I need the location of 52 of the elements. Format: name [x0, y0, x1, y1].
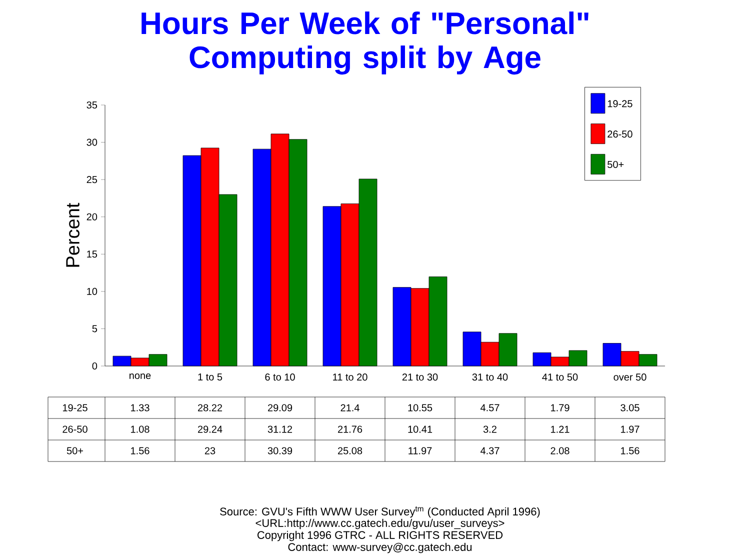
text: <URL:http://www.cc.gatech.edu/gvu/user_surveys>: [256, 518, 504, 529]
data-label: 3.2: [483, 425, 496, 433]
x-tick-label: 6 to 10: [265, 373, 295, 380]
y-tick-label: 35: [86, 101, 98, 108]
data-label: 1.33: [131, 404, 150, 412]
data-label: 21.76: [338, 425, 362, 433]
data-label: 1.08: [131, 425, 150, 433]
text: Copyright 1996 GTRC - ALL RIGHTS RESERVED: [257, 530, 503, 541]
x-tick-label: 11 to 20: [333, 373, 368, 380]
data-label: 1.21: [551, 426, 570, 433]
data-label: 1.56: [621, 446, 640, 454]
text: 19-25: [62, 404, 88, 412]
data-label: 21.4: [340, 404, 360, 412]
data-label: 1.79: [551, 404, 570, 412]
y-tick-label: 5: [92, 325, 98, 332]
data-label: 25.08: [338, 446, 362, 454]
data-label: 2.08: [550, 446, 570, 454]
legend-label: 26-50: [608, 130, 632, 138]
data-label: 29.09: [268, 404, 292, 412]
data-label: 29.24: [198, 425, 222, 433]
y-tick-label: 25: [86, 176, 98, 183]
x-tick-label: 41 to 50: [542, 373, 578, 380]
y-tick-label: 0: [92, 362, 98, 370]
data-label: 31.12: [268, 425, 292, 433]
data-label: 3.05: [620, 404, 640, 412]
y-tick-label: 15: [87, 250, 98, 258]
data-label: 11.97: [408, 446, 432, 454]
x-tick-label: 31 to 40: [472, 373, 508, 380]
source-note: Source: GVU's Fifth WWW User Survey$^{tm}$ (Conducted April 1996): [220, 506, 540, 518]
y-tick-label: 20: [86, 213, 98, 220]
data-label: 4.57: [480, 404, 500, 412]
data-label: 1.97: [621, 425, 640, 433]
legend-label: 50+: [608, 160, 624, 168]
chart-title: Hours Per Week of "Personal" Computing split by Age: [142, 11, 588, 74]
data-label: 23: [204, 446, 216, 454]
data-label: 4.37: [480, 446, 500, 454]
data-label: 10.41: [408, 425, 432, 433]
x-tick-label: none: [130, 373, 151, 379]
text: 50+: [66, 446, 83, 454]
y-axis-title: Percent: [66, 202, 80, 266]
data-label: 10.55: [408, 404, 432, 412]
text: 26-50: [62, 425, 88, 433]
legend-label: 19-25: [608, 100, 632, 108]
x-tick-label: 21 to 30: [402, 373, 438, 380]
x-tick-label: 1 to 5: [198, 373, 222, 380]
data-label: 30.39: [268, 446, 292, 454]
text: Contact: www-survey@cc.gatech.edu: [288, 542, 472, 553]
y-tick-label: 10: [87, 288, 98, 295]
data-label: 1.56: [131, 446, 150, 454]
y-tick-label: 30: [86, 138, 98, 146]
x-tick-label: over 50: [614, 373, 646, 380]
data-label: 28.22: [198, 404, 222, 412]
